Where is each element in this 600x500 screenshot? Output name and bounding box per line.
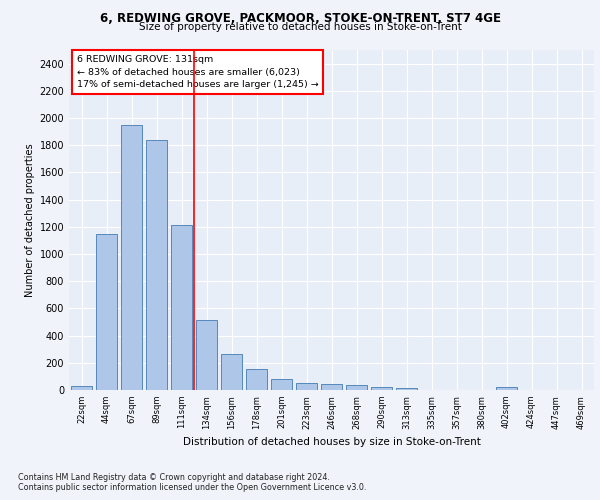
Text: 6 REDWING GROVE: 131sqm
← 83% of detached houses are smaller (6,023)
17% of semi: 6 REDWING GROVE: 131sqm ← 83% of detache… [77,55,319,89]
Bar [496,388,517,390]
Bar [96,234,117,390]
Y-axis label: Number of detached properties: Number of detached properties [25,143,35,297]
Bar [146,140,167,390]
Text: Size of property relative to detached houses in Stoke-on-Trent: Size of property relative to detached ho… [139,22,461,32]
Bar [396,388,417,390]
Bar [196,320,217,390]
Bar [246,369,267,390]
Text: Contains public sector information licensed under the Open Government Licence v3: Contains public sector information licen… [18,482,367,492]
Bar [296,383,317,390]
X-axis label: Distribution of detached houses by size in Stoke-on-Trent: Distribution of detached houses by size … [182,437,481,447]
Bar [71,386,92,390]
Bar [171,226,192,390]
Text: 6, REDWING GROVE, PACKMOOR, STOKE-ON-TRENT, ST7 4GE: 6, REDWING GROVE, PACKMOOR, STOKE-ON-TRE… [100,12,500,26]
Bar [271,379,292,390]
Bar [346,384,367,390]
Bar [221,354,242,390]
Bar [121,125,142,390]
Text: Contains HM Land Registry data © Crown copyright and database right 2024.: Contains HM Land Registry data © Crown c… [18,472,330,482]
Bar [371,387,392,390]
Bar [321,384,342,390]
